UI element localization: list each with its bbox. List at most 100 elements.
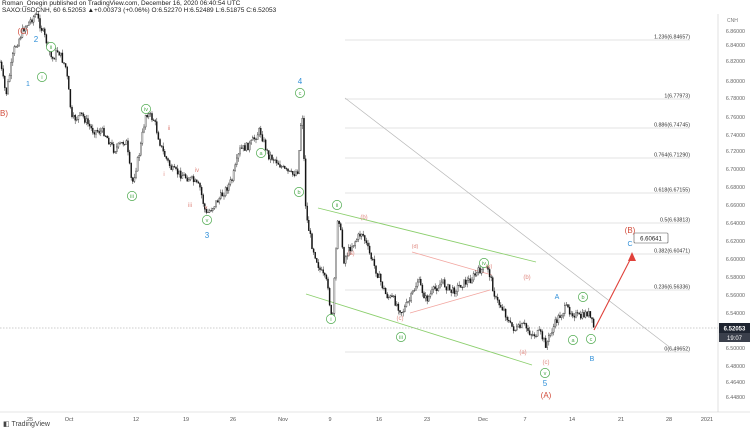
wave-labels: (C)B)21iiiiiiivviiiiiiivv34cabiiiiiiivv(… [0, 27, 636, 400]
fib-level-label: 0.382(6.60471) [654, 249, 690, 255]
price-axis-label: 6.86000 [726, 29, 745, 35]
wave-label: B [590, 356, 595, 363]
wave-label: iii [188, 203, 192, 209]
fib-level-label: 0.764(6.71290) [654, 153, 690, 159]
wave-label: (B) [625, 226, 636, 235]
price-axis-label: 6.68000 [726, 185, 745, 191]
wave-label: (C) [17, 27, 28, 36]
fib-level-label: 1(6.77973) [664, 94, 690, 100]
triangle-lower-line[interactable] [409, 289, 491, 314]
wave-label: i [41, 75, 42, 81]
date-axis-label: 9 [328, 417, 331, 423]
wave-label-circle [202, 215, 212, 225]
tradingview-logo-icon: ◧ [3, 421, 12, 428]
fib-level-label: 0.5(6.63813) [660, 218, 690, 224]
price-axis-label: 6.62000 [726, 239, 745, 245]
date-axis-label: 21 [618, 417, 624, 423]
price-axis-label: 6.44800 [726, 395, 745, 401]
wave-label: C [627, 241, 632, 248]
date-axis-label: 2021 [701, 417, 713, 423]
wave-label: ii [168, 126, 171, 132]
price-axis-label: 6.46400 [726, 380, 745, 386]
projection-arrow-line[interactable] [593, 255, 633, 331]
wave-label-circle [326, 314, 336, 324]
target-price-label: 6.60641 [640, 237, 662, 243]
wave-label-circle [256, 148, 266, 158]
date-axis-label: Oct [65, 417, 74, 423]
wave-label: (b) [360, 215, 367, 221]
wave-label: A [555, 294, 560, 301]
wave-label: v [544, 371, 547, 377]
price-candles [0, 10, 595, 350]
fib-level-label: 0.236(6.56336) [654, 285, 690, 291]
wave-label: b [297, 190, 300, 196]
wave-label-circle [568, 335, 578, 345]
wave-label: (c) [543, 360, 550, 366]
tradingview-watermark: ◧ TradingView [3, 420, 50, 428]
fib-level-label: 0.618(6.67155) [654, 188, 690, 194]
header-symbol-line: SAXO:USDCNH, 60 6.52053 ▲+0.00373 (+0.06… [2, 7, 277, 14]
date-axis-labels: 25 Oct 12 19 26 Nov 9 16 23 Dec 7 14 21 28 2021 [27, 417, 713, 423]
watermark-text: TradingView [11, 421, 50, 428]
channel-upper-line[interactable] [317, 207, 537, 263]
fibonacci-levels[interactable]: 1.236(6.84657) 1(6.77973) 0.886(6.74745) 0.… [345, 35, 690, 353]
price-axis-labels: 6.86000 6.84000 6.82000 6.80000 6.78000 6.760… [726, 29, 745, 401]
wave-label: ii [50, 45, 52, 51]
wave-label: b [581, 295, 584, 301]
fib-level-label: 0.886(6.74745) [654, 123, 690, 129]
price-axis-label: 6.70000 [726, 167, 745, 173]
wave-label: 5 [543, 379, 548, 388]
wave-label: (a) [519, 350, 526, 356]
price-axis-label: 6.48000 [726, 364, 745, 370]
date-axis-label: 25 [27, 417, 33, 423]
wave-label-circle [295, 88, 305, 98]
price-axis-label: 6.66000 [726, 203, 745, 209]
wave-label-circle [479, 258, 489, 268]
price-axis-label: 6.82000 [726, 59, 745, 65]
wave-label: 3 [205, 231, 210, 240]
wave-label: 4 [298, 77, 303, 86]
date-axis-label: 26 [230, 417, 236, 423]
countdown-tag [719, 333, 750, 342]
grey-trend-line[interactable] [344, 97, 677, 353]
date-axis-label: 16 [376, 417, 382, 423]
wave-label: i [330, 317, 331, 323]
date-axis-label: 19 [183, 417, 189, 423]
wave-label: iv [195, 168, 199, 174]
wave-label: c [590, 337, 593, 343]
wave-label: iii [130, 194, 134, 200]
plot-area[interactable] [0, 14, 718, 412]
wave-label: a [259, 151, 263, 157]
price-axis-label: 6.76000 [726, 115, 745, 121]
wave-label: (c) [397, 316, 404, 322]
wave-label-circle [141, 104, 151, 114]
wave-label: c [299, 91, 302, 97]
target-price-box[interactable] [633, 232, 669, 244]
wave-label: (A) [541, 391, 552, 400]
wave-label-circle [586, 334, 596, 344]
price-axis-label: 6.84000 [726, 43, 745, 49]
wave-label-circle [294, 187, 304, 197]
header-publish-line: Roman_Onegin published on TradingView.co… [2, 0, 241, 7]
fib-level-label: 0(6.49652) [664, 347, 690, 353]
date-axis-label: 12 [133, 417, 139, 423]
wave-label-circle [578, 292, 588, 302]
date-axis-label: 7 [523, 417, 526, 423]
wave-label-circle [540, 368, 550, 378]
price-axis-label: 6.58000 [726, 275, 745, 281]
price-axis-label: 6.56000 [726, 293, 745, 299]
wave-label-circle [37, 72, 47, 82]
channel-lower-line[interactable] [305, 293, 533, 366]
currency-label: CNH [727, 18, 738, 24]
price-axis-label: 6.50000 [726, 346, 745, 352]
wave-label-circle [396, 332, 406, 342]
price-axis-label: 6.72000 [726, 149, 745, 155]
date-axis-label: 23 [424, 417, 430, 423]
price-axis-label: 6.60000 [726, 257, 745, 263]
wave-label: iii [399, 335, 403, 341]
wave-label: 1 [26, 81, 30, 88]
wave-label: (e) [486, 264, 493, 270]
wave-label: (d) [412, 244, 419, 250]
date-axis-label: Dec [478, 417, 488, 423]
